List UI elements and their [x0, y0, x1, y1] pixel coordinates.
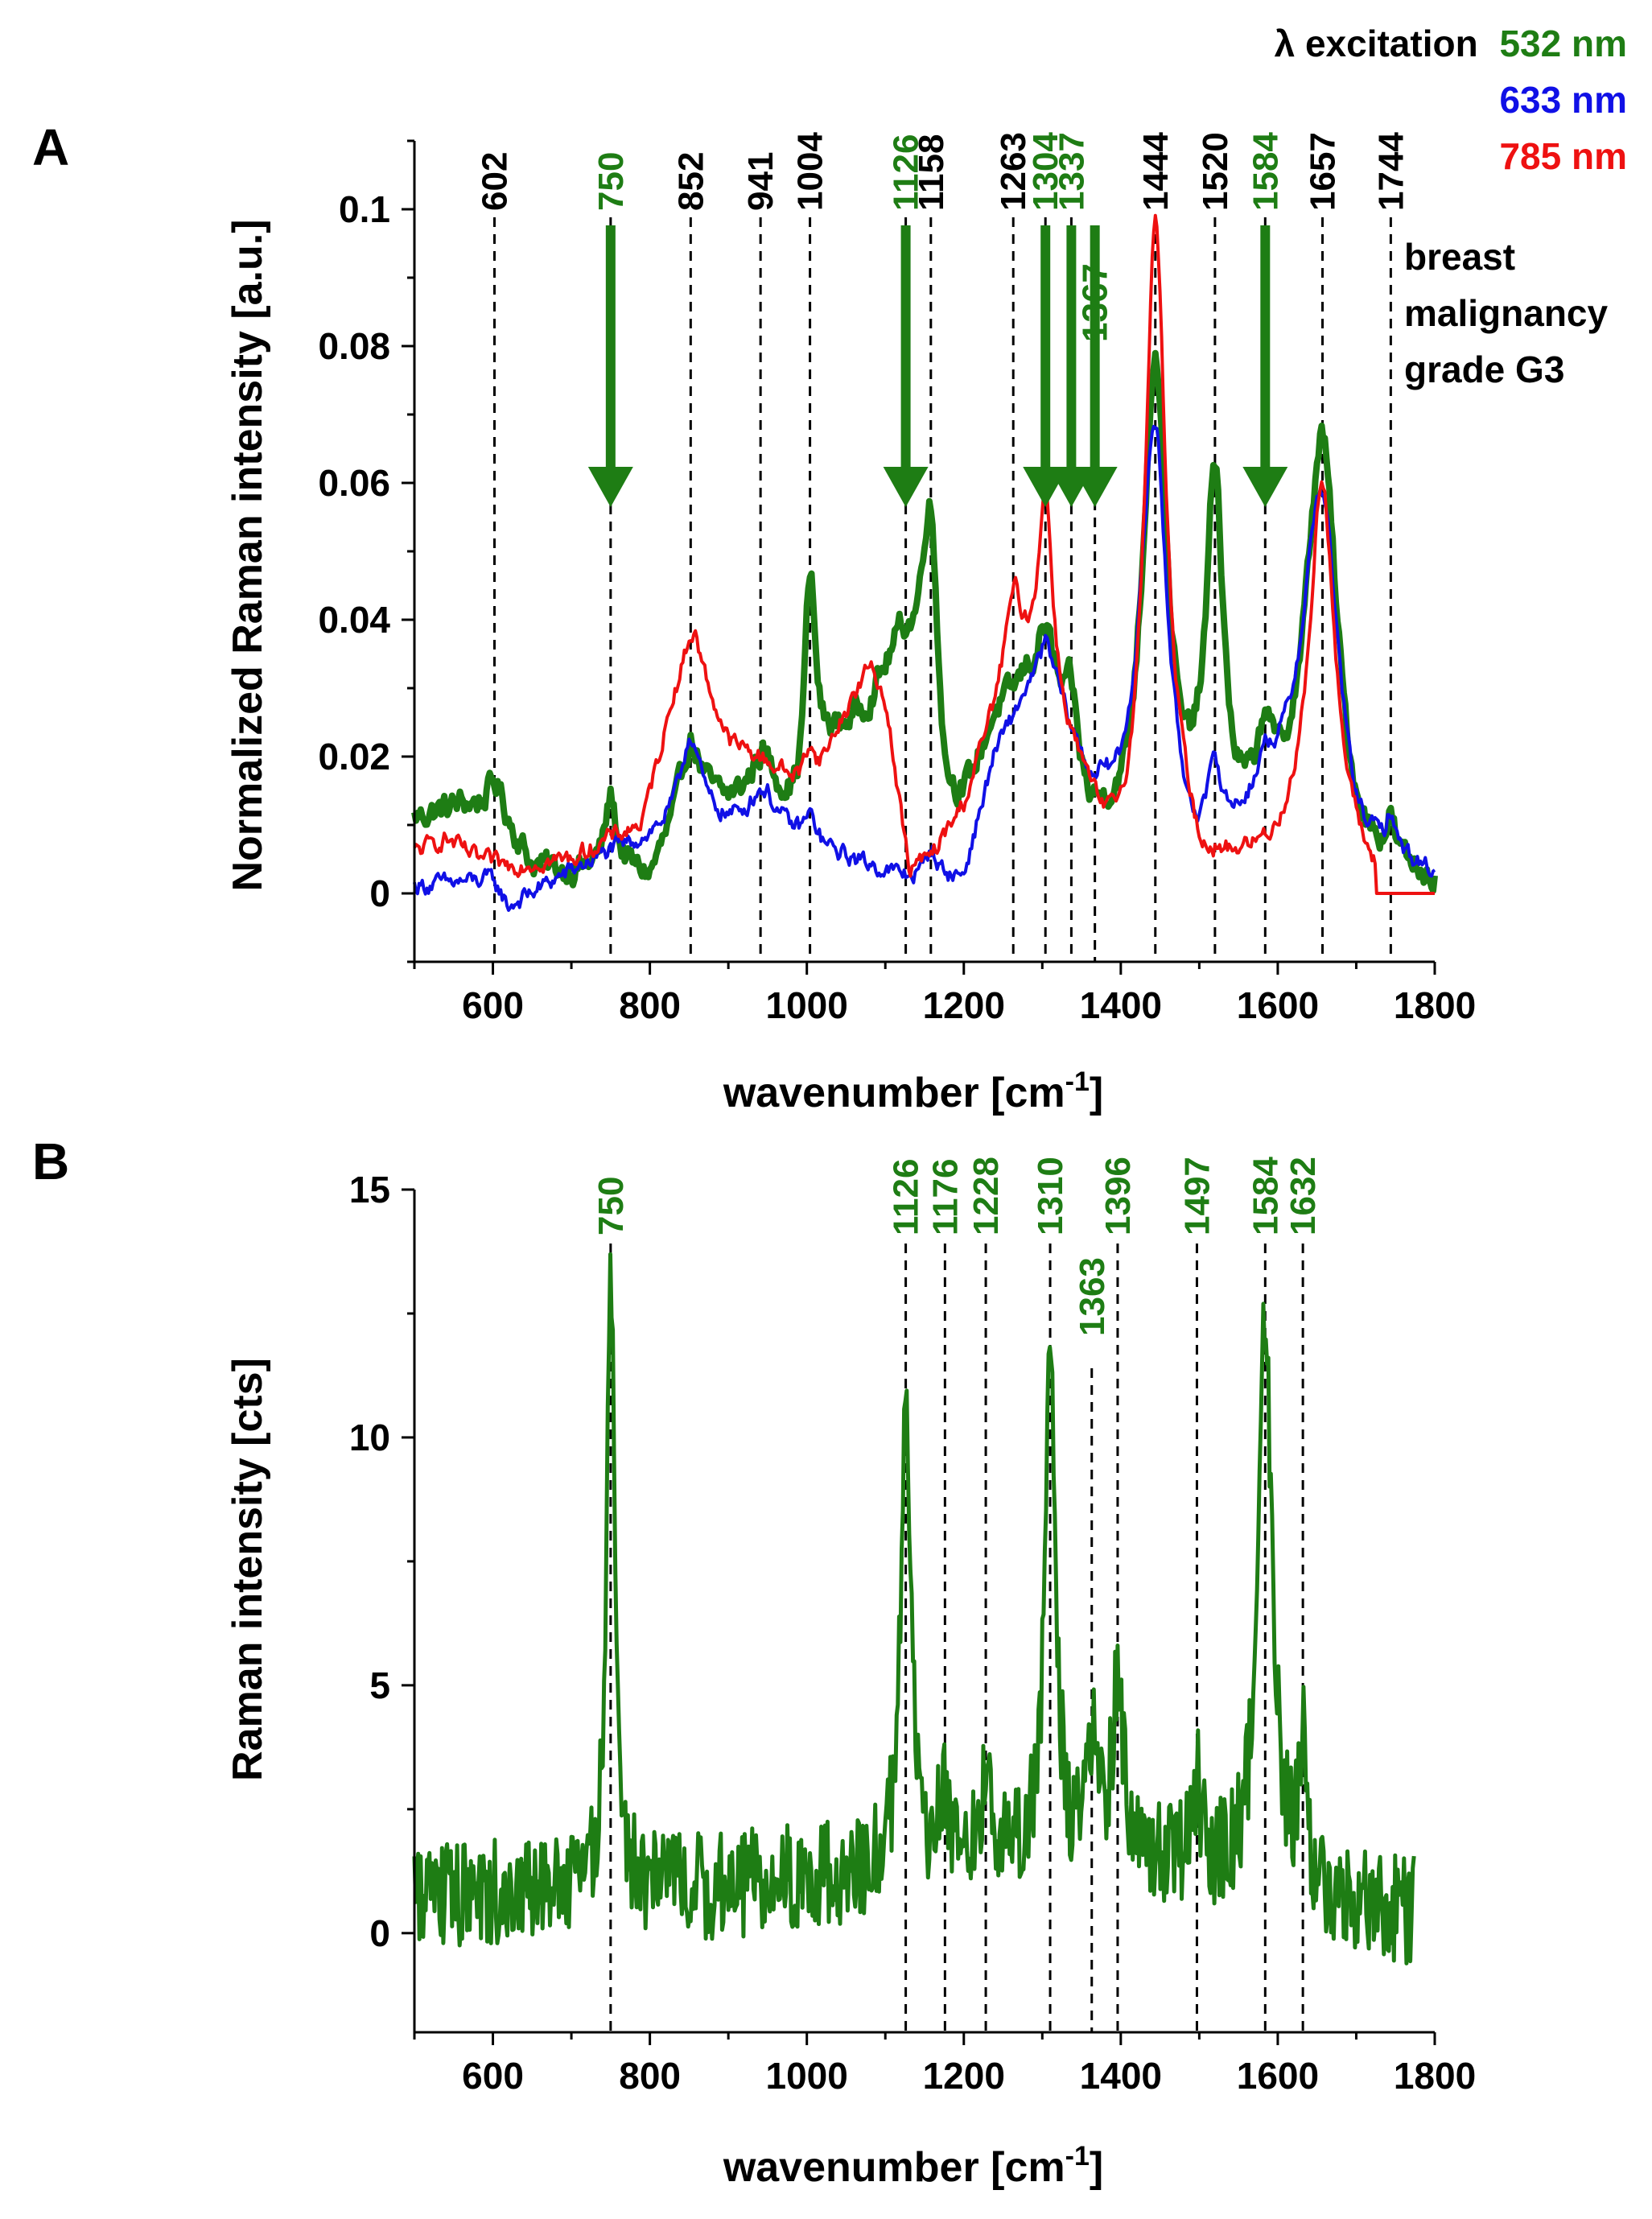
peak-label-1584: 1584: [1246, 1157, 1285, 1235]
panel-b-series: [412, 1252, 1416, 1965]
peak-label-1126: 1126: [887, 1159, 926, 1235]
annotation: breast malignancy grade G3: [1404, 236, 1609, 390]
peak-label-1126: 1126: [887, 134, 926, 211]
legend: λ excitation 532 nm 633 nm 785 nm: [1275, 23, 1627, 177]
series-line-633-nm: [413, 424, 1436, 912]
peak-label-1363: 1363: [1073, 1257, 1112, 1336]
peak-label-750: 750: [591, 152, 631, 211]
legend-entry-532: 532 nm: [1499, 23, 1627, 64]
x-tick-label: 1600: [1237, 984, 1319, 1026]
peak-label-852: 852: [671, 152, 711, 211]
peak-label-1176: 1176: [925, 1159, 965, 1235]
panel-a-y-title: Normalized Raman intensity [a.u.]: [225, 219, 271, 891]
arrow-1584: [1242, 225, 1288, 507]
x-tick-label: 1000: [766, 984, 848, 1026]
legend-prefix: λ excitation: [1275, 23, 1478, 64]
series-line-532-nm: [412, 1252, 1416, 1965]
peak-label-1337: 1337: [1052, 132, 1091, 211]
x-tick-label: 800: [619, 2055, 681, 2097]
x-tick-label: 1000: [766, 2055, 848, 2097]
panel-b-axes: 600 800 1000 1200 1400 1600 1800 0 5 10 15: [349, 1169, 1476, 2097]
peak-label-1396: 1396: [1098, 1157, 1138, 1235]
y-tick-label: 10: [349, 1417, 390, 1458]
peak-label-1367: 1367: [1076, 263, 1115, 342]
peak-label-1310: 1310: [1031, 1157, 1070, 1235]
y-tick-label: 0.1: [339, 188, 390, 230]
x-tick-label: 1400: [1080, 2055, 1162, 2097]
peak-label-1228: 1228: [966, 1157, 1006, 1235]
peak-label-1632: 1632: [1283, 1157, 1323, 1235]
x-tick-label: 600: [462, 2055, 524, 2097]
y-tick-label: 15: [349, 1169, 390, 1211]
peak-label-1444: 1444: [1136, 132, 1176, 211]
peak-label-1158: 1158: [912, 134, 951, 211]
peak-label-1657: 1657: [1304, 132, 1343, 211]
series-line-785-nm: [413, 213, 1435, 895]
peak-label-750: 750: [591, 1177, 631, 1235]
peak-label-1497: 1497: [1177, 1157, 1217, 1235]
y-tick-label: 0.02: [318, 736, 390, 777]
annotation-line-3: grade G3: [1404, 349, 1564, 390]
x-tick-label: 1400: [1080, 984, 1162, 1026]
annotation-line-2: malignancy: [1404, 292, 1609, 334]
x-tick-label: 1200: [923, 984, 1005, 1026]
x-tick-label: 1200: [923, 2055, 1005, 2097]
peak-label-941: 941: [741, 152, 781, 211]
panel-b-letter: B: [32, 1132, 69, 1190]
x-tick-label: 1800: [1394, 2055, 1476, 2097]
legend-entry-633: 633 nm: [1499, 79, 1627, 121]
y-tick-label: 0.04: [318, 599, 390, 641]
x-tick-label: 800: [619, 984, 681, 1026]
panel-b-peak-lines: [609, 1244, 1304, 2032]
svg-text:λ excitation 532 nm: λ excitation 532 nm: [1275, 23, 1627, 64]
panel-a-chart: 600 800 1000 1200 1400 1600 1800 0 0.02 0.04 0.06 0…: [225, 132, 1609, 1116]
panel-b-y-title: Raman intensity [cts]: [225, 1358, 271, 1781]
arrow-1304: [1023, 225, 1069, 507]
x-tick-label: 600: [462, 984, 524, 1026]
y-tick-label: 0.06: [318, 462, 390, 504]
y-tick-label: 0.08: [318, 325, 390, 367]
peak-label-602: 602: [475, 152, 514, 211]
peak-label-1520: 1520: [1196, 132, 1235, 211]
peak-label-1304: 1304: [1026, 132, 1065, 211]
series-line-532-nm: [411, 349, 1438, 894]
peak-label-1263: 1263: [994, 132, 1033, 211]
y-tick-label: 0: [369, 872, 390, 914]
panel-a-arrows: [587, 225, 1288, 507]
annotation-line-1: breast: [1404, 236, 1515, 278]
legend-entry-785: 785 nm: [1499, 135, 1627, 177]
panel-a-axes: 600 800 1000 1200 1400 1600 1800 0 0.02 0.04 0.06 0…: [318, 139, 1476, 1026]
y-tick-label: 5: [369, 1664, 390, 1706]
x-tick-label: 1800: [1394, 984, 1476, 1026]
peak-label-1004: 1004: [791, 132, 830, 211]
panel-a-x-title: wavenumber [cm-1]: [723, 1066, 1103, 1116]
arrow-750: [587, 225, 633, 507]
arrow-1126: [883, 225, 929, 507]
peak-label-1744: 1744: [1371, 132, 1411, 211]
panel-a-letter: A: [32, 118, 69, 176]
panel-b-chart: 600 800 1000 1200 1400 1600 1800 0 5 10 15 750 1126…: [225, 1157, 1476, 2191]
arrow-1367: [1072, 225, 1118, 507]
panel-b-x-title: wavenumber [cm-1]: [723, 2141, 1103, 2191]
peak-label-1584: 1584: [1246, 132, 1285, 211]
y-tick-label: 0: [369, 1912, 390, 1954]
panel-a-series: [411, 213, 1438, 912]
x-tick-label: 1600: [1237, 2055, 1319, 2097]
